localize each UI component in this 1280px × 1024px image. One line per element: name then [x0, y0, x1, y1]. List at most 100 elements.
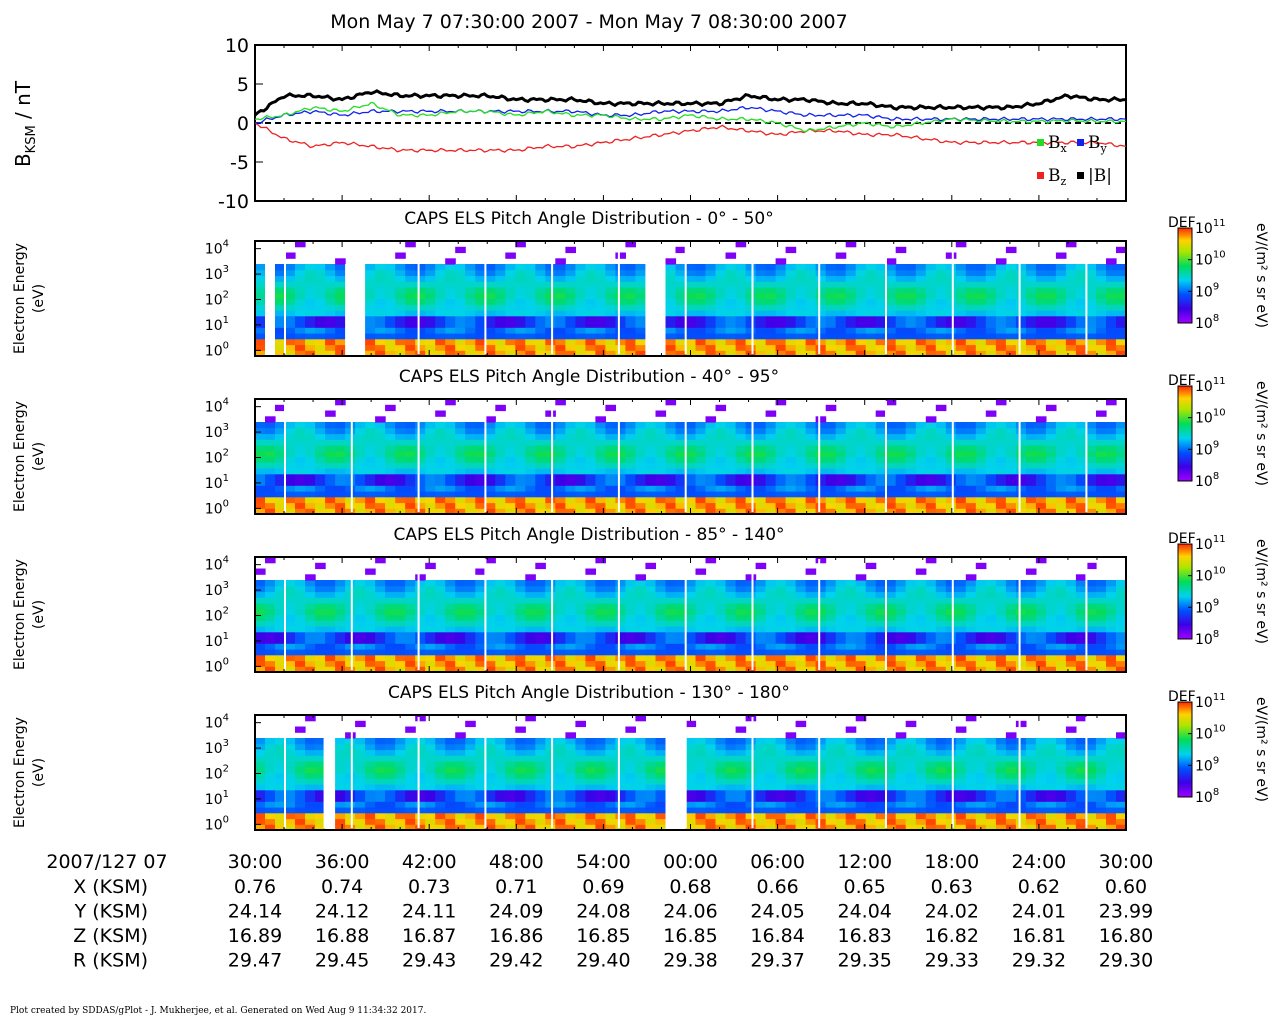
heatmap-cell [635, 502, 646, 509]
heatmap-cell [775, 310, 787, 317]
heatmap-cell [925, 456, 937, 463]
heatmap-cell [795, 350, 807, 357]
heatmap-cell [975, 620, 987, 627]
heatmap-cell [885, 344, 897, 351]
heatmap-cell [805, 468, 817, 475]
heatmap-cell [865, 456, 877, 463]
heatmap-cell [345, 580, 356, 587]
heatmap-cell [725, 456, 737, 463]
heatmap-cell [965, 574, 977, 581]
heatmap-cell [715, 614, 727, 621]
heatmap-cell [645, 620, 656, 627]
heatmap-cell [365, 608, 376, 616]
heatmap-cell [885, 287, 897, 294]
heatmap-cell [1075, 603, 1087, 610]
heatmap-cell [1116, 433, 1127, 440]
heatmap-cell [1075, 264, 1087, 271]
heatmap-cell [775, 433, 787, 440]
heatmap-cell [585, 315, 596, 323]
heatmap-cell [335, 812, 346, 820]
heatmap-cell [305, 580, 316, 587]
heatmap-cell [545, 637, 556, 644]
heatmap-cell [735, 496, 747, 504]
heatmap-cell [475, 585, 486, 593]
heatmap-cell [335, 450, 346, 458]
heatmap-cell [345, 660, 356, 667]
heatmap-cell [415, 591, 426, 598]
heatmap-cell [895, 580, 907, 587]
heatmap-cell [275, 468, 286, 475]
heatmap-cell [275, 580, 286, 587]
heatmap-cell [685, 502, 697, 509]
heatmap-cell [625, 643, 636, 650]
heatmap-cell [725, 269, 737, 277]
heatmap-cell [755, 275, 767, 282]
heatmap-cell [865, 626, 877, 633]
heatmap-cell [325, 287, 336, 294]
heatmap-cell [905, 496, 917, 504]
heatmap-cell [375, 344, 386, 351]
heatmap-cell [745, 496, 757, 504]
heatmap-cell [575, 433, 586, 440]
heatmap-cell [275, 275, 286, 282]
heatmap-cell [815, 614, 827, 621]
heatmap-cell [305, 298, 316, 305]
data-gap [751, 559, 754, 670]
heatmap-cell [295, 479, 306, 486]
heatmap-cell [1065, 614, 1077, 621]
heatmap-cell [745, 275, 757, 282]
heatmap-cell [685, 643, 697, 650]
heatmap-cell [375, 603, 386, 610]
heatmap-cell [995, 649, 1007, 656]
heatmap-cell [585, 479, 596, 486]
heatmap-cell [1065, 427, 1077, 435]
heatmap-cell [555, 491, 566, 498]
heatmap-cell [475, 304, 486, 311]
heatmap-cell [715, 269, 727, 277]
heatmap-cell [345, 281, 356, 288]
heatmap-cell [605, 281, 616, 288]
heatmap-cell [445, 637, 456, 644]
heatmap-cell [395, 298, 406, 305]
heatmap-cell [285, 580, 296, 587]
heatmap-cell [785, 310, 797, 317]
heatmap-cell [785, 643, 797, 650]
heatmap-cell [715, 422, 727, 429]
heatmap-cell [435, 591, 446, 598]
heatmap-cell [455, 649, 466, 656]
heatmap-cell [1005, 350, 1017, 357]
heatmap-cell [985, 333, 997, 340]
heatmap-cell [495, 485, 506, 492]
heatmap-cell [695, 327, 707, 334]
heatmap-cell [285, 433, 296, 440]
heatmap-cell [725, 427, 737, 435]
heatmap-cell [805, 597, 817, 604]
heatmap-cell [545, 631, 556, 639]
heatmap-cell [955, 462, 967, 469]
heatmap-cell [445, 287, 456, 294]
heatmap-cell [275, 292, 286, 300]
heatmap-cell [375, 660, 386, 667]
heatmap-cell [755, 649, 767, 656]
heatmap-cell [305, 749, 316, 756]
heatmap-cell [665, 287, 677, 294]
heatmap-cell [765, 473, 777, 481]
heatmap-cell [365, 344, 376, 351]
heatmap-cell [375, 485, 386, 492]
heatmap-cell [1096, 315, 1107, 323]
heatmap-cell [1106, 350, 1117, 357]
heatmap-cell [545, 585, 556, 593]
heatmap-cell [385, 333, 396, 340]
heatmap-cell [1106, 450, 1117, 458]
heatmap-cell [515, 614, 526, 621]
heatmap-cell [925, 580, 937, 587]
heatmap-cell [425, 784, 436, 791]
heatmap-cell [955, 479, 967, 486]
heatmap-cell [635, 580, 646, 587]
heatmap-cell [1045, 427, 1057, 435]
heatmap-cell [1005, 287, 1017, 294]
heatmap-cell [615, 631, 626, 639]
heatmap-cell [1116, 321, 1127, 328]
heatmap-cell [1075, 344, 1087, 351]
heatmap-cell [285, 344, 296, 351]
